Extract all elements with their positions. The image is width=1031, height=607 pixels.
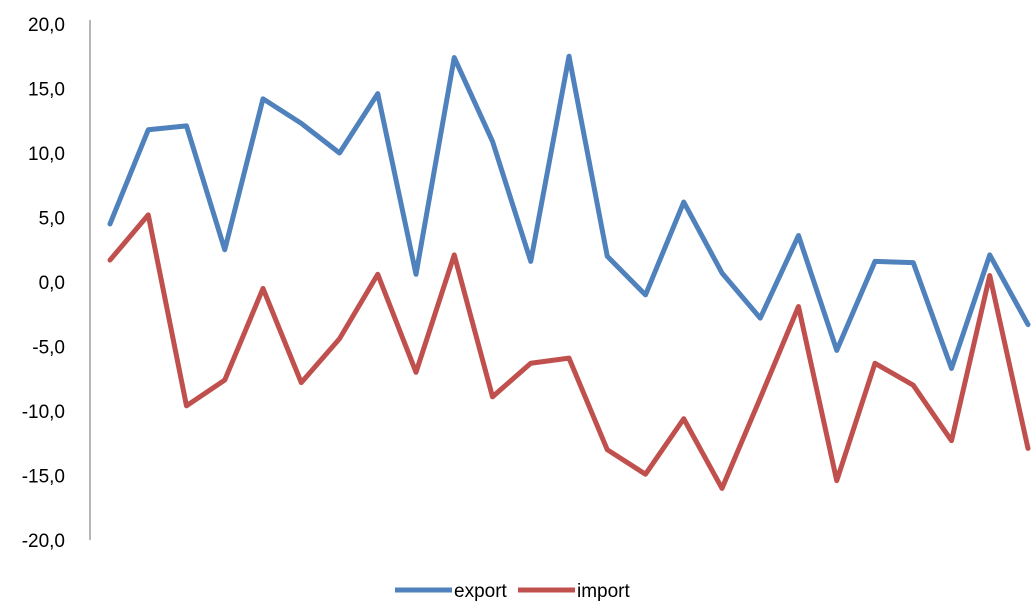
series-line-export xyxy=(107,53,1031,371)
y-tick-label: 5,0 xyxy=(39,209,65,230)
series-lines xyxy=(107,53,1031,491)
y-axis: 20,0 15,0 10,0 5,0 0,0 -5,0 -10,0 -15,0 -20,0 xyxy=(22,15,91,552)
series-line-import xyxy=(107,212,1031,491)
y-tick-label: -5,0 xyxy=(32,338,65,359)
legend-label-export: export xyxy=(454,581,508,602)
legend: export import xyxy=(395,581,631,602)
legend-label-import: import xyxy=(577,581,631,602)
y-tick-label: 20,0 xyxy=(28,15,65,36)
y-tick-label: 10,0 xyxy=(28,144,65,165)
y-tick-label: -20,0 xyxy=(22,531,65,552)
y-tick-label: -15,0 xyxy=(22,467,65,488)
y-tick-label: -10,0 xyxy=(22,402,65,423)
y-tick-label: 0,0 xyxy=(39,273,65,294)
y-tick-label: 15,0 xyxy=(28,80,65,101)
